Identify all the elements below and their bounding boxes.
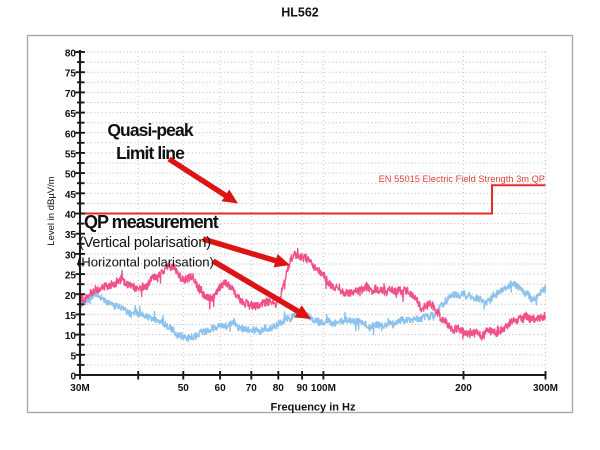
svg-text:80: 80 (273, 383, 285, 394)
svg-text:65: 65 (65, 109, 77, 120)
svg-text:30: 30 (65, 250, 77, 261)
svg-text:60: 60 (215, 383, 227, 394)
svg-text:40: 40 (65, 210, 77, 221)
svg-text:80: 80 (65, 49, 77, 60)
svg-text:70: 70 (65, 89, 77, 100)
svg-text:15: 15 (65, 311, 77, 322)
svg-text:50: 50 (178, 383, 190, 394)
svg-text:QP measurement: QP measurement (84, 212, 219, 232)
svg-text:Limit line: Limit line (116, 143, 185, 163)
svg-text:20: 20 (65, 291, 77, 302)
svg-text:Frequency in Hz: Frequency in Hz (271, 402, 356, 414)
svg-text:200: 200 (455, 383, 472, 394)
svg-text:70: 70 (246, 383, 258, 394)
svg-text:Quasi-peak: Quasi-peak (107, 120, 194, 140)
svg-text:55: 55 (65, 149, 77, 160)
svg-text:Level in dBµV/m: Level in dBµV/m (46, 176, 57, 245)
svg-text:10: 10 (65, 331, 77, 342)
svg-text:5: 5 (70, 351, 76, 362)
svg-text:75: 75 (65, 69, 77, 80)
svg-text:HL562: HL562 (281, 6, 319, 20)
svg-text:EN 55015 Electric Field Streng: EN 55015 Electric Field Strength 3m QP (379, 174, 545, 184)
svg-text:35: 35 (65, 230, 77, 241)
svg-text:90: 90 (297, 383, 309, 394)
svg-text:45: 45 (65, 190, 77, 201)
svg-text:(Vertical polarisation): (Vertical polarisation) (79, 235, 211, 251)
svg-text:25: 25 (65, 271, 77, 282)
svg-text:50: 50 (65, 170, 77, 181)
svg-text:300M: 300M (533, 383, 558, 394)
svg-text:0: 0 (70, 372, 76, 383)
svg-text:100M: 100M (311, 383, 336, 394)
svg-text:(Horizontal polarisation): (Horizontal polarisation) (77, 255, 214, 270)
svg-text:60: 60 (65, 129, 77, 140)
svg-text:30M: 30M (70, 383, 89, 394)
